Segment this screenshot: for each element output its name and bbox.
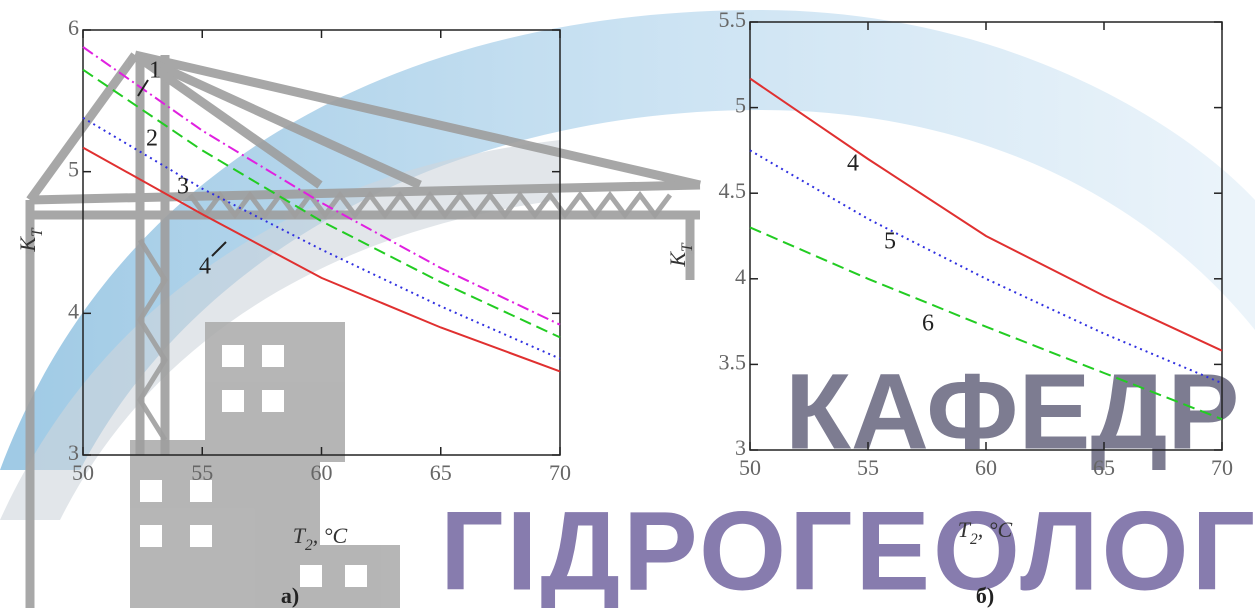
curve-label: 2 (146, 126, 158, 152)
curve-label: 4 (199, 254, 211, 280)
y-tick-label: 4.5 (719, 178, 747, 203)
curve-label: 3 (177, 174, 189, 200)
figure: КАФЕДРГІДРОГЕОЛОГ 505560657034561234T2, … (0, 0, 1255, 608)
watermark-line2: ГІДРОГЕОЛОГ (440, 489, 1255, 608)
y-tick-label: 4 (735, 264, 746, 289)
y-tick-label: 5 (68, 157, 79, 182)
x-tick-label: 55 (191, 460, 213, 485)
x-tick-label: 70 (1211, 455, 1233, 480)
y-tick-label: 5 (735, 93, 746, 118)
y-tick-label: 5.5 (719, 7, 747, 32)
x-tick-label: 65 (1093, 455, 1115, 480)
y-tick-label: 6 (68, 15, 79, 40)
y-tick-label: 4 (68, 298, 79, 323)
y-axis-label: KT (15, 227, 46, 253)
x-tick-label: 55 (857, 455, 879, 480)
x-tick-label: 65 (430, 460, 452, 485)
watermark-line1: КАФЕДР (785, 351, 1239, 472)
y-tick-label: 3.5 (719, 349, 747, 374)
curve-label: 6 (922, 311, 934, 337)
y-tick-label: 3 (735, 435, 746, 460)
curve-label: 5 (884, 229, 896, 255)
x-tick-label: 70 (549, 460, 571, 485)
y-tick-label: 3 (68, 440, 79, 465)
subplot-caption: б) (976, 583, 994, 608)
curve-label: 4 (847, 151, 859, 177)
x-tick-label: 60 (975, 455, 997, 480)
subplot-caption: а) (281, 583, 299, 608)
curve-label: 1 (149, 58, 161, 84)
x-tick-label: 60 (311, 460, 333, 485)
